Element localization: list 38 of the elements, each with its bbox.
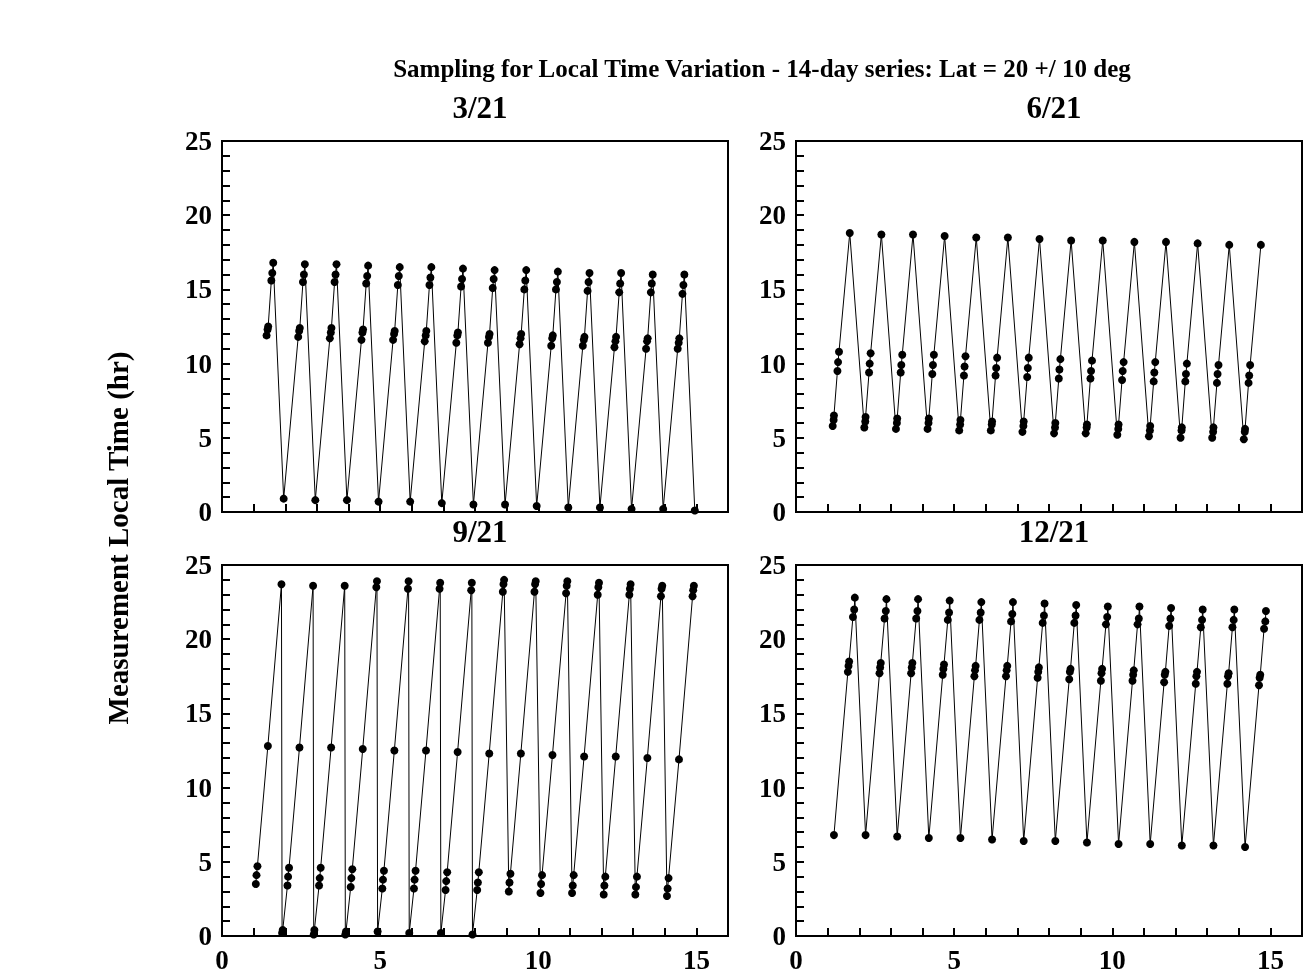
- x-tick-label: 5: [947, 944, 961, 971]
- y-tick-label: 25: [759, 126, 786, 156]
- x-tick-label: 15: [1256, 944, 1284, 971]
- x-tick-label: 5: [373, 944, 387, 971]
- y-tick-label: 0: [772, 497, 786, 527]
- chart-title: 6/21: [1026, 90, 1082, 125]
- y-tick-label: 15: [185, 698, 212, 729]
- y-tick-label: 25: [759, 550, 786, 580]
- chart-title: 9/21: [452, 514, 508, 549]
- y-tick-label: 5: [772, 846, 786, 877]
- chart-title: 3/21: [452, 90, 508, 125]
- y-tick-label: 10: [759, 772, 786, 803]
- y-tick-label: 5: [198, 422, 212, 453]
- x-tick-label: 0: [215, 944, 229, 971]
- y-tick-label: 10: [759, 348, 786, 379]
- y-tick-label: 25: [185, 550, 212, 580]
- y-tick-label: 15: [185, 274, 212, 305]
- y-tick-label: 5: [198, 846, 212, 877]
- y-tick-label: 5: [772, 422, 786, 453]
- y-tick-label: 10: [185, 348, 212, 379]
- text: Sampling for Local Time Variation - 14-day series: Lat = 20 +/ 10 deg: [392, 55, 1132, 83]
- y-tick-label: 0: [772, 921, 786, 951]
- y-tick-label: 15: [759, 274, 786, 305]
- y-tick-label: 20: [185, 624, 212, 655]
- chart-title: 12/21: [1018, 514, 1090, 549]
- y-axis-title: Measurement Local Time (hr): [101, 351, 135, 725]
- y-tick-label: 0: [198, 921, 212, 951]
- y-tick-label: 15: [759, 698, 786, 729]
- y-tick-label: 0: [198, 497, 212, 527]
- x-tick-label: 10: [1098, 944, 1126, 971]
- x-tick-label: 10: [524, 944, 552, 971]
- y-tick-label: 25: [185, 126, 212, 156]
- y-tick-label: 20: [185, 200, 212, 231]
- y-tick-label: 20: [759, 624, 786, 655]
- y-tick-label: 20: [759, 200, 786, 231]
- y-tick-label: 10: [185, 772, 212, 803]
- x-tick-label: 0: [789, 944, 803, 971]
- x-tick-label: 15: [682, 944, 710, 971]
